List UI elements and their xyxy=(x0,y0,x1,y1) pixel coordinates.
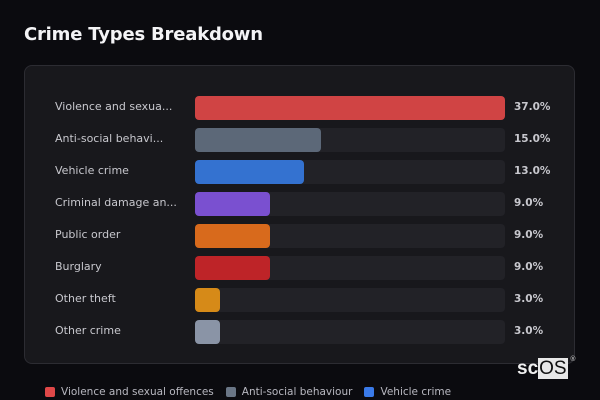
bar-track xyxy=(195,192,505,216)
bar-label: Other theft xyxy=(55,292,116,305)
bar-fill[interactable] xyxy=(195,224,271,248)
bar-fill[interactable] xyxy=(195,288,221,312)
bar-row: Burglary 9.0% xyxy=(25,256,574,280)
bar-value: 9.0% xyxy=(514,261,544,273)
logo-text-sc: sc xyxy=(517,358,539,379)
bar-label: Other crime xyxy=(55,324,121,337)
bar-track xyxy=(195,96,505,120)
bar-row: Violence and sexua... 37.0% xyxy=(25,96,574,120)
bar-fill[interactable] xyxy=(195,256,271,280)
bar-track xyxy=(195,288,505,312)
legend-swatch-icon xyxy=(225,387,236,397)
bar-row: Anti-social behavi... 15.0% xyxy=(25,128,574,152)
bar-row: Public order 9.0% xyxy=(25,224,574,248)
bar-fill[interactable] xyxy=(195,96,505,120)
bar-value: 9.0% xyxy=(514,229,544,241)
bar-row: Vehicle crime 13.0% xyxy=(25,160,574,184)
legend-swatch-icon xyxy=(45,387,55,397)
bar-value: 3.0% xyxy=(514,325,544,337)
bar-track xyxy=(195,128,505,152)
registered-mark: ® xyxy=(570,356,576,363)
legend-item[interactable]: Anti-social behaviour xyxy=(225,386,353,398)
bar-value: 15.0% xyxy=(514,133,551,145)
legend-label: Violence and sexual offences xyxy=(61,386,214,398)
bar-fill[interactable] xyxy=(195,192,271,216)
bar-label: Vehicle crime xyxy=(55,164,129,177)
bar-label: Burglary xyxy=(55,260,102,273)
legend-swatch-icon xyxy=(364,387,375,397)
legend-label: Vehicle crime xyxy=(380,386,452,398)
bar-label: Anti-social behavi... xyxy=(55,132,164,145)
legend-item[interactable]: Violence and sexual offences xyxy=(45,386,214,398)
bar-row: Criminal damage an... 9.0% xyxy=(25,192,574,216)
bar-track xyxy=(195,320,505,344)
bar-row: Other theft 3.0% xyxy=(25,288,574,312)
watermark-logo: scOS ® xyxy=(517,356,576,380)
bar-label: Criminal damage an... xyxy=(55,196,177,209)
bar-value: 9.0% xyxy=(514,197,544,209)
chart-legend: Violence and sexual offences Anti-social … xyxy=(45,386,451,398)
bar-track xyxy=(195,256,505,280)
page-title: Crime Types Breakdown xyxy=(24,24,263,45)
legend-label: Anti-social behaviour xyxy=(241,386,353,398)
bar-value: 37.0% xyxy=(514,101,551,113)
bar-fill[interactable] xyxy=(195,160,304,184)
bar-label: Violence and sexua... xyxy=(55,100,173,113)
bar-fill[interactable] xyxy=(195,320,221,344)
bar-fill[interactable] xyxy=(195,128,321,152)
bar-label: Public order xyxy=(55,228,121,241)
logo-text-os: OS xyxy=(538,358,568,379)
bar-track xyxy=(195,160,505,184)
legend-item[interactable]: Vehicle crime xyxy=(364,386,451,398)
chart-panel: Violence and sexua... 37.0% Anti-social be… xyxy=(24,65,575,364)
bar-value: 3.0% xyxy=(514,293,544,305)
bar-row: Other crime 3.0% xyxy=(25,320,574,344)
bar-track xyxy=(195,224,505,248)
bar-value: 13.0% xyxy=(514,165,551,177)
